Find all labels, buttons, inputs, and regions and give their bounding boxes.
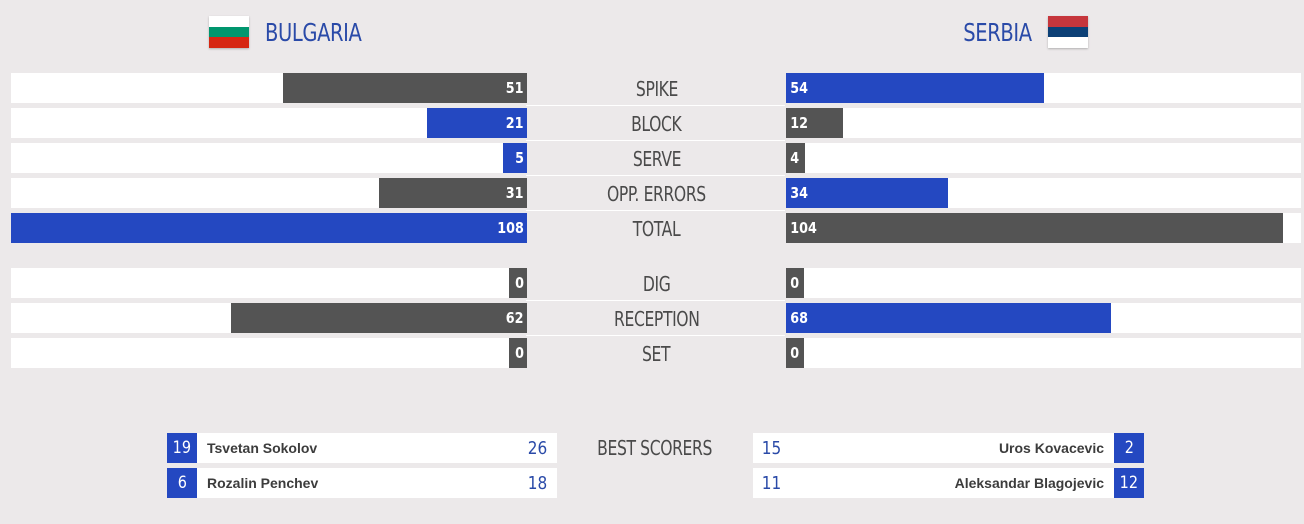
row-divider [526,140,785,141]
home-stat-value: 0 [514,274,524,292]
stat-label: SERVE [632,147,681,171]
home-stat-track: 62 [11,303,527,333]
stat-label: TOTAL [632,217,681,241]
jersey-number: 6 [167,468,197,498]
away-stat-bar: 12 [786,108,843,138]
away-best-scorer-row[interactable]: 11 Aleksandar Blagojevic 12 [753,468,1144,498]
stat-label: DIG [642,272,671,296]
jersey-number: 19 [167,433,197,463]
away-stat-value: 0 [790,344,800,362]
stat-label: RECEPTION [613,307,700,331]
home-best-scorer-row[interactable]: 6 Rozalin Penchev 18 [167,468,557,498]
stat-row-spike: 51 SPIKE 54 [11,73,1301,103]
stat-row-opp-errors: 31 OPP. ERRORS 34 [11,178,1301,208]
stat-label: SPIKE [635,77,678,101]
home-stat-track: 21 [11,108,527,138]
home-stat-track: 0 [11,338,527,368]
home-stat-track: 31 [11,178,527,208]
home-stat-bar: 0 [509,338,527,368]
home-stat-track: 51 [11,73,527,103]
stat-row-set: 0 SET 0 [11,338,1301,368]
away-team-header: SERBIA [944,14,1088,50]
home-stat-track: 108 [11,213,527,243]
player-points: 15 [761,437,782,459]
away-stat-bar: 34 [786,178,948,208]
away-stat-track: 54 [786,73,1301,103]
away-stat-track: 34 [786,178,1301,208]
home-stat-bar: 108 [11,213,527,243]
home-stat-value: 31 [505,184,524,202]
away-stat-bar: 68 [786,303,1111,333]
player-name: Tsvetan Sokolov [207,440,318,456]
away-stat-bar: 54 [786,73,1044,103]
row-divider [526,175,785,176]
away-stat-bar: 104 [786,213,1283,243]
row-divider [526,300,785,301]
flag-stripe [209,16,249,27]
home-team-name: BULGARIA [265,17,362,47]
home-stat-value: 62 [505,309,524,327]
home-stat-value: 0 [514,344,524,362]
away-stat-value: 0 [790,274,800,292]
away-stat-value: 4 [790,149,800,167]
stat-row-block: 21 BLOCK 12 [11,108,1301,138]
away-stat-track: 4 [786,143,1301,173]
flag-stripe [1048,26,1088,38]
home-stat-value: 5 [514,149,524,167]
away-stat-value: 54 [790,79,808,97]
home-team-header: BULGARIA [209,14,389,50]
away-stat-bar: 0 [786,268,804,298]
away-stat-track: 104 [786,213,1301,243]
best-scorers-label: BEST SCORERS [597,436,713,460]
player-name: Uros Kovacevic [998,440,1104,456]
jersey-number: 2 [1114,433,1144,463]
flag-stripe [209,26,249,38]
flag-stripe [1048,37,1088,49]
home-stat-value: 21 [505,114,524,132]
player-name: Rozalin Penchev [207,475,319,491]
home-stat-bar: 31 [379,178,527,208]
away-stat-track: 68 [786,303,1301,333]
stat-row-serve: 5 SERVE 4 [11,143,1301,173]
home-stat-bar: 62 [231,303,527,333]
away-stat-value: 34 [790,184,808,202]
player-points: 11 [761,472,782,494]
player-name: Aleksandar Blagojevic [954,475,1104,491]
home-stat-value: 108 [496,219,524,237]
away-team-name: SERBIA [963,17,1033,47]
row-divider [526,105,785,106]
away-stat-value: 12 [790,114,808,132]
away-stat-bar: 4 [786,143,805,173]
away-stat-track: 0 [786,338,1301,368]
home-stat-track: 0 [11,268,527,298]
away-best-scorer-row[interactable]: 15 Uros Kovacevic 2 [753,433,1144,463]
stat-label: OPP. ERRORS [607,182,706,206]
home-best-scorer-row[interactable]: 19 Tsvetan Sokolov 26 [167,433,557,463]
stat-row-total: 108 TOTAL 104 [11,213,1301,243]
bulgaria-flag-icon [209,16,249,49]
serbia-flag-icon [1048,16,1088,49]
player-points: 18 [527,472,548,494]
away-stat-value: 104 [790,219,817,237]
home-stat-bar: 21 [427,108,527,138]
away-stat-value: 68 [790,309,808,327]
jersey-number: 12 [1114,468,1144,498]
home-stat-bar: 0 [509,268,527,298]
row-divider [526,210,785,211]
flag-stripe [1048,16,1088,27]
home-stat-bar: 5 [503,143,527,173]
home-stat-value: 51 [505,79,524,97]
stat-row-reception: 62 RECEPTION 68 [11,303,1301,333]
away-stat-bar: 0 [786,338,804,368]
home-stat-bar: 51 [283,73,527,103]
home-stat-track: 5 [11,143,527,173]
stat-label: BLOCK [631,112,682,136]
away-stat-track: 12 [786,108,1301,138]
player-points: 26 [527,437,548,459]
stat-label: SET [642,342,671,366]
flag-stripe [209,37,249,49]
stat-row-dig: 0 DIG 0 [11,268,1301,298]
away-stat-track: 0 [786,268,1301,298]
row-divider [526,335,785,336]
